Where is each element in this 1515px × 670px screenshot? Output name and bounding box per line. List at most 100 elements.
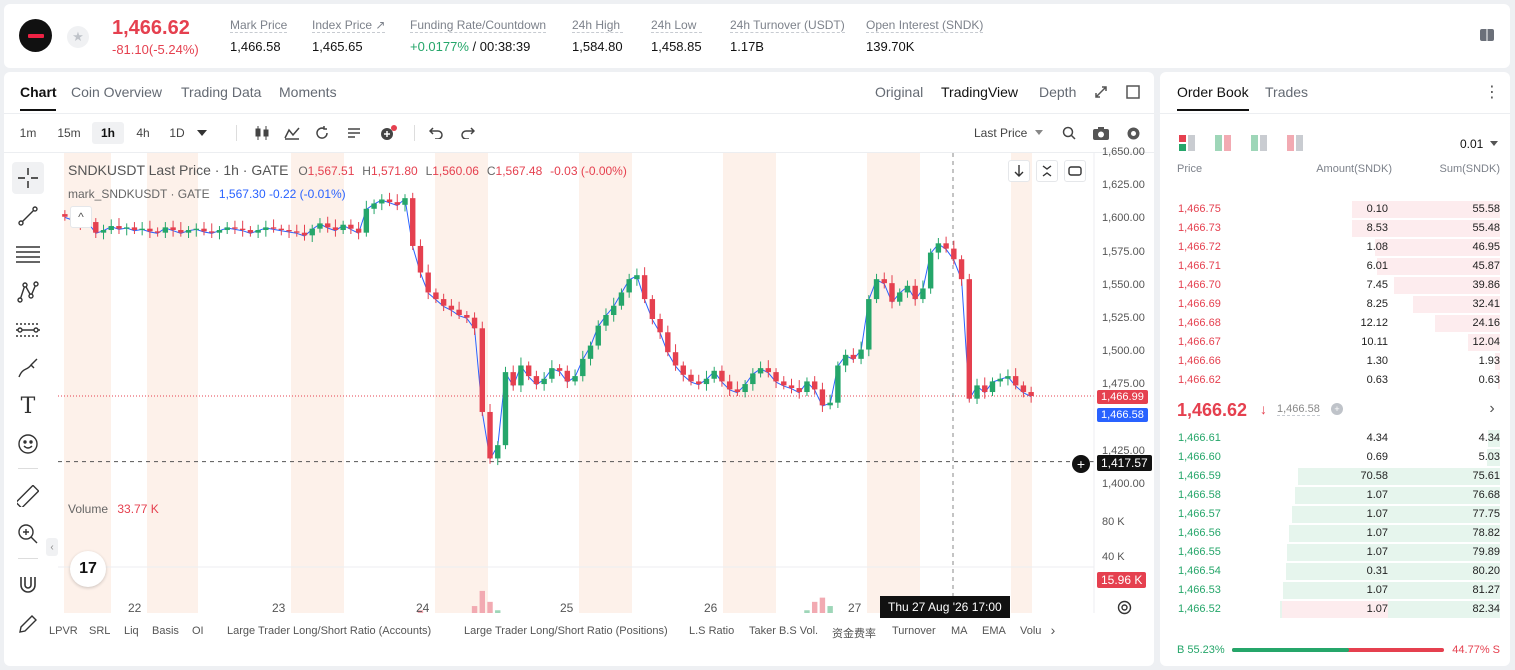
- bid-row[interactable]: 1,466.56 1.07 78.82: [1160, 524, 1510, 543]
- zoom-in-icon[interactable]: [12, 518, 44, 550]
- fullscreen-icon[interactable]: [1064, 160, 1086, 182]
- bid-row[interactable]: 1,466.61 4.34 4.34: [1160, 429, 1510, 448]
- ask-row[interactable]: 1,466.66 1.30 1.93: [1160, 352, 1510, 371]
- horizontal-lines-icon[interactable]: [12, 238, 44, 270]
- redo-icon[interactable]: [458, 124, 478, 142]
- candles-icon[interactable]: [252, 124, 272, 142]
- pattern-icon[interactable]: [12, 276, 44, 308]
- indicator-volume[interactable]: Volu: [1020, 625, 1042, 637]
- text-tool-icon[interactable]: T: [20, 393, 36, 419]
- mode-tradingview[interactable]: TradingView: [941, 84, 1019, 100]
- tradingview-logo[interactable]: 17: [70, 551, 106, 587]
- collapse-icon[interactable]: [1036, 160, 1058, 182]
- book-icon[interactable]: [1478, 26, 1496, 44]
- indicator-basis[interactable]: Basis: [152, 625, 179, 637]
- ask-row[interactable]: 1,466.73 8.53 55.48: [1160, 219, 1510, 238]
- interval-1d[interactable]: 1D: [169, 126, 185, 140]
- interval-1h[interactable]: 1h: [92, 122, 124, 144]
- indicator-funding[interactable]: 资金费率: [832, 628, 876, 640]
- fib-icon[interactable]: [12, 314, 44, 346]
- indicator-ls-accounts[interactable]: Large Trader Long/Short Ratio (Accounts): [227, 625, 432, 637]
- indicator-taker-vol[interactable]: Taker B.S Vol.: [749, 625, 819, 637]
- templates-icon[interactable]: [344, 124, 364, 142]
- camera-icon[interactable]: [1092, 124, 1110, 142]
- trend-line-icon[interactable]: [12, 200, 44, 232]
- favorite-star-icon[interactable]: ★: [67, 26, 89, 48]
- brush-icon[interactable]: [12, 352, 44, 384]
- chevron-down-icon[interactable]: [1489, 139, 1499, 147]
- collapse-legend-icon[interactable]: ^: [70, 206, 92, 228]
- tab-moments[interactable]: Moments: [279, 84, 337, 100]
- mid-mark-price[interactable]: 1,466.58: [1277, 403, 1320, 416]
- interval-4h[interactable]: 4h: [136, 126, 150, 140]
- bid-row[interactable]: 1,466.52 1.07 82.34: [1160, 600, 1510, 619]
- ask-row[interactable]: 1,466.69 8.25 32.41: [1160, 295, 1510, 314]
- undo-icon[interactable]: [426, 124, 446, 142]
- tab-trades[interactable]: Trades: [1265, 84, 1309, 100]
- interval-dropdown-icon[interactable]: [194, 124, 210, 142]
- bid-row[interactable]: 1,466.59 70.58 75.61: [1160, 467, 1510, 486]
- crosshair-icon[interactable]: [12, 162, 44, 194]
- indicator-oi[interactable]: OI: [192, 625, 204, 637]
- stat-mark-price[interactable]: Mark Price 1,466.58: [230, 18, 288, 54]
- indicator-srl[interactable]: SRL: [89, 625, 111, 637]
- indicator-turnover[interactable]: Turnover: [892, 625, 936, 637]
- price-type-select[interactable]: Last Price: [974, 126, 1028, 140]
- bid-row[interactable]: 1,466.53 1.07 81.27: [1160, 581, 1510, 600]
- bid-row[interactable]: 1,466.54 0.31 80.20: [1160, 562, 1510, 581]
- arrow-down-icon[interactable]: [1008, 160, 1030, 182]
- indicator-ema[interactable]: EMA: [982, 625, 1006, 637]
- magnet-icon[interactable]: [12, 568, 44, 600]
- view-buy-icon[interactable]: [1250, 134, 1268, 152]
- view-both-icon[interactable]: [1178, 134, 1196, 152]
- bid-row[interactable]: 1,466.58 1.07 76.68: [1160, 486, 1510, 505]
- view-bids-icon[interactable]: [1214, 134, 1232, 152]
- bid-row[interactable]: 1,466.55 1.07 79.89: [1160, 543, 1510, 562]
- ask-row[interactable]: 1,466.71 6.01 45.87: [1160, 257, 1510, 276]
- indicator-liq[interactable]: Liq: [124, 625, 139, 637]
- bid-row[interactable]: 1,466.57 1.07 77.75: [1160, 505, 1510, 524]
- bid-row[interactable]: 1,466.60 0.69 5.03: [1160, 448, 1510, 467]
- tab-trading-data[interactable]: Trading Data: [181, 84, 262, 100]
- refresh-icon[interactable]: [312, 124, 332, 142]
- ask-row[interactable]: 1,466.75 0.10 55.58: [1160, 200, 1510, 219]
- more-vertical-icon[interactable]: ⋮: [1484, 84, 1500, 101]
- stat-index-price[interactable]: Index Price ↗ 1,465.65: [312, 18, 386, 54]
- indicators-icon[interactable]: [282, 124, 302, 142]
- pencil-lock-icon[interactable]: [12, 608, 44, 640]
- chevron-right-icon[interactable]: ›: [1050, 622, 1056, 638]
- ask-row[interactable]: 1,466.70 7.45 39.86: [1160, 276, 1510, 295]
- interval-15m[interactable]: 15m: [57, 126, 81, 140]
- stat-funding-rate[interactable]: Funding Rate/Countdown +0.0177% / 00:38:…: [410, 18, 547, 54]
- indicator-ls-positions[interactable]: Large Trader Long/Short Ratio (Positions…: [464, 625, 668, 637]
- chevron-down-icon[interactable]: [1034, 127, 1044, 137]
- ask-row[interactable]: 1,466.72 1.08 46.95: [1160, 238, 1510, 257]
- candle-body: [626, 279, 632, 293]
- settings-gear-icon[interactable]: [1124, 124, 1142, 142]
- precision-select[interactable]: 0.01: [1460, 137, 1484, 151]
- chart-settings-icon[interactable]: [1114, 598, 1134, 616]
- ask-row[interactable]: 1,466.62 0.63 0.63: [1160, 371, 1510, 390]
- ask-row[interactable]: 1,466.67 10.11 12.04: [1160, 333, 1510, 352]
- price-chart[interactable]: [58, 153, 1154, 613]
- view-sell-icon[interactable]: [1286, 134, 1304, 152]
- interval-1m[interactable]: 1m: [19, 126, 37, 140]
- ruler-icon[interactable]: [12, 480, 44, 512]
- ask-row[interactable]: 1,466.68 12.12 24.16: [1160, 314, 1510, 333]
- mode-depth[interactable]: Depth: [1039, 84, 1077, 100]
- tab-order-book[interactable]: Order Book: [1177, 84, 1249, 100]
- indicator-ls-ratio[interactable]: L.S Ratio: [689, 625, 735, 637]
- emoji-icon[interactable]: [12, 428, 44, 460]
- tab-chart[interactable]: Chart: [20, 84, 57, 100]
- tab-coin-overview[interactable]: Coin Overview: [71, 84, 163, 100]
- indicator-ma[interactable]: MA: [951, 625, 968, 637]
- add-alert-icon[interactable]: [378, 124, 400, 142]
- chevron-right-icon[interactable]: ›: [1489, 400, 1495, 417]
- search-icon[interactable]: [1060, 124, 1078, 142]
- mode-original[interactable]: Original: [875, 84, 924, 100]
- expand-icon[interactable]: [1092, 83, 1110, 101]
- window-icon[interactable]: [1124, 83, 1142, 101]
- collapse-toolbar-icon[interactable]: ‹: [46, 538, 58, 556]
- indicator-lpvr[interactable]: LPVR: [49, 625, 78, 637]
- add-order-plus-icon[interactable]: +: [1072, 455, 1090, 473]
